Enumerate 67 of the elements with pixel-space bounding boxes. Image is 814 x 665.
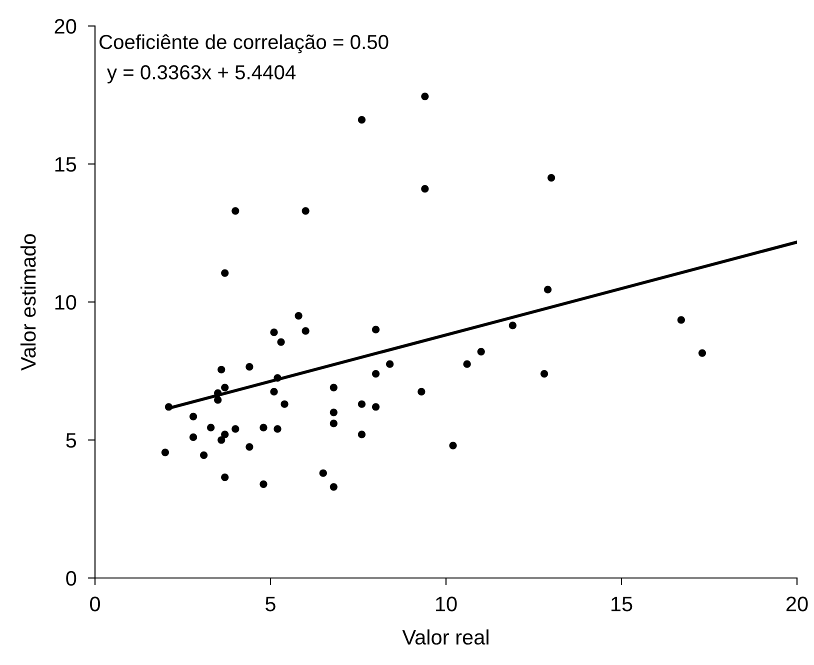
point [421,185,429,193]
annotation: Coeficiênte de correlação = 0.50 [100,34,388,54]
point [270,388,278,396]
point [358,400,366,408]
y-tick-label: 10 [55,295,76,310]
point [547,174,556,182]
point [302,207,310,215]
point [218,366,226,374]
point [221,473,229,482]
point [221,384,229,392]
point [358,430,366,438]
point [246,443,254,451]
point [164,403,173,411]
point [274,374,282,382]
point [372,326,380,334]
point [221,430,229,438]
point [372,370,380,378]
point [358,116,366,124]
point [449,442,457,450]
y-tick-label: 15 [55,157,76,172]
point [302,327,310,335]
point [294,312,302,320]
y-tick-label: 0 [66,571,76,586]
point [260,424,268,432]
point [698,349,706,357]
point [372,403,380,411]
point [189,433,198,442]
annotation: y = 0.3363x + 5.4404 [106,65,296,84]
y-axis-title: Valor estimado [20,234,36,371]
point [270,328,278,336]
x-tick-label: 0 [90,596,100,612]
x-tick-label: 10 [436,596,457,612]
point [330,483,338,491]
point [189,412,198,420]
point [274,425,282,433]
point [463,360,471,368]
point [330,408,338,416]
point [386,360,394,368]
y-tick-label: 5 [66,433,76,448]
point [218,436,226,444]
point [677,316,685,324]
point [260,480,268,488]
point [161,448,170,456]
point [508,322,516,330]
point [421,92,429,100]
point [330,420,338,428]
point [280,400,288,408]
x-tick-label: 20 [786,596,808,612]
point [246,363,254,371]
point [477,348,485,356]
point [418,388,426,396]
point [540,370,548,378]
x-axis-title: Valor real [402,629,488,645]
point [214,396,222,404]
point [544,286,552,294]
point [214,389,222,397]
x-tick-label: 15 [612,596,632,612]
point [207,424,215,432]
y-tick-label: 20 [54,19,76,34]
point [330,384,338,392]
x-tick-label: 5 [266,596,276,612]
point [319,469,327,477]
point [221,269,229,277]
point [232,425,240,433]
point [200,451,208,459]
point [232,207,240,215]
point [277,338,285,346]
